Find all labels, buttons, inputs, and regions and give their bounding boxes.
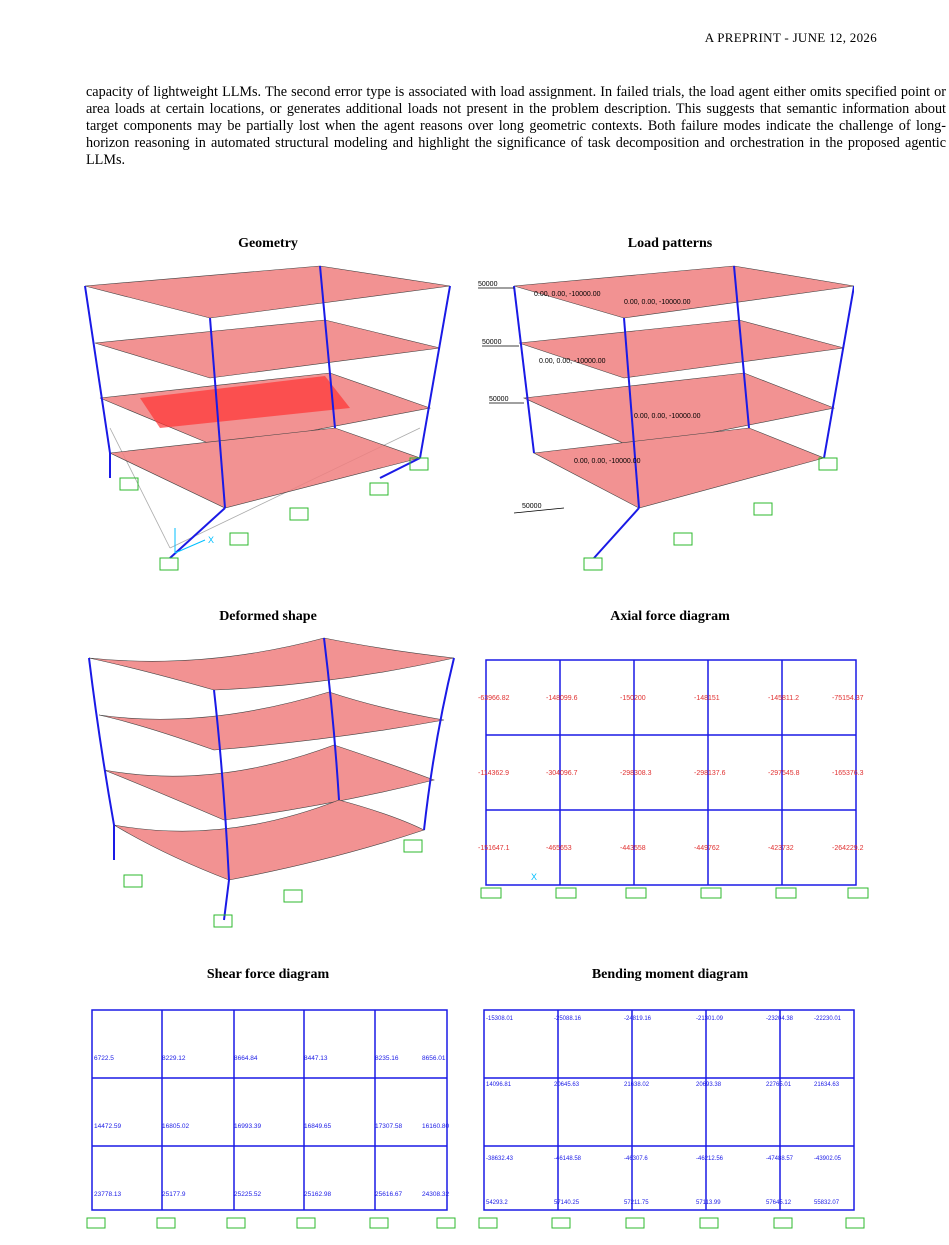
- bending_values-label: 22765.01: [766, 1082, 792, 1088]
- body-paragraph: capacity of lightweight LLMs. The second…: [86, 84, 946, 168]
- axial_values-label: -304096.7: [546, 770, 578, 777]
- axial_values-label: -297545.8: [768, 770, 800, 777]
- shear_values-label: 6722.5: [94, 1055, 114, 1062]
- bending_values-label: 57140.25: [554, 1200, 580, 1206]
- axial_values-label: -148099.6: [546, 695, 578, 702]
- svg-text:50000: 50000: [522, 503, 542, 510]
- svg-text:50000: 50000: [482, 339, 502, 346]
- bending_values-label: -25088.16: [554, 1016, 582, 1022]
- bending_values-label: -24819.16: [624, 1016, 652, 1022]
- svg-text:0.00, 0.00, -10000.00: 0.00, 0.00, -10000.00: [574, 458, 641, 465]
- shear_values-label: 17307.58: [375, 1123, 402, 1130]
- bending_values-label: -46148.58: [554, 1156, 582, 1162]
- shear_values-label: 8229.12: [162, 1055, 186, 1062]
- bending_values-label: -21301.09: [696, 1016, 724, 1022]
- axial_values-label: -63966.82: [478, 695, 510, 702]
- bending_values-label: -47488.57: [766, 1156, 794, 1162]
- bending_values-label: 20693.38: [696, 1082, 722, 1088]
- shear_values-label: 16160.80: [422, 1123, 449, 1130]
- load-patterns-figure: 50000 50000 50000 50000 0.00, 0.00, -10000…: [478, 265, 854, 571]
- svg-text:X: X: [531, 872, 537, 882]
- shear_values-label: 8656.01: [422, 1055, 446, 1062]
- axial_values-label: -449762: [694, 845, 720, 852]
- axial_values-label: -148151: [694, 695, 720, 702]
- bending_values-label: -22230.01: [814, 1016, 842, 1022]
- title-geometry: Geometry: [238, 236, 298, 251]
- axial_values-label: -298137.6: [694, 770, 726, 777]
- shear_values-label: 25225.52: [234, 1191, 261, 1198]
- title-shear: Shear force diagram: [206, 967, 330, 982]
- bending_values-label: 14096.81: [486, 1082, 512, 1088]
- running-header: A PREPRINT - JUNE 12, 2026: [704, 30, 877, 45]
- shear_values-label: 16849.65: [304, 1123, 331, 1130]
- bending_values-label: 54293.2: [486, 1200, 508, 1206]
- axial_values-label: -114362.9: [478, 770, 509, 777]
- svg-text:0.00, 0.00, -10000.00: 0.00, 0.00, -10000.00: [539, 358, 606, 365]
- bending_values-label: 57645.12: [766, 1200, 792, 1206]
- svg-text:50000: 50000: [489, 396, 509, 403]
- svg-text:0.00, 0.00, -10000.00: 0.00, 0.00, -10000.00: [624, 299, 691, 306]
- bending_values-label: -38632.43: [486, 1156, 514, 1162]
- bending_values-label: -46212.56: [696, 1156, 724, 1162]
- axial_values-label: -423732: [768, 845, 794, 852]
- shear_values-label: 8235.16: [375, 1055, 399, 1062]
- axial_values-label: -165376.3: [832, 770, 864, 777]
- axial_values-label: -150200: [620, 695, 646, 702]
- axial_values-label: -151647.1: [478, 845, 510, 852]
- axial_values-label: -298308.3: [620, 770, 652, 777]
- title-axial: Axial force diagram: [610, 609, 730, 624]
- bending_values-label: 20645.63: [554, 1082, 580, 1088]
- bending_values-label: -46307.6: [624, 1156, 648, 1162]
- shear_values-label: 16805.02: [162, 1123, 189, 1130]
- axial_values-label: -465653: [546, 845, 572, 852]
- bending_values-label: 21638.02: [624, 1082, 650, 1088]
- shear_values-label: 8664.84: [234, 1055, 258, 1062]
- shear_values-label: 16993.39: [234, 1123, 261, 1130]
- axial_values-label: -443558: [620, 845, 646, 852]
- bending_values-label: 21634.63: [814, 1082, 840, 1088]
- point-load-label: 50000: [478, 281, 498, 288]
- shear-figure: 6722.5 8229.12 8664.84 8447.13 8235.16 8656.0…: [86, 1009, 456, 1229]
- svg-text:0.00, 0.00, -10000.00: 0.00, 0.00, -10000.00: [634, 413, 701, 420]
- shear_values-label: 8447.13: [304, 1055, 328, 1062]
- axial_values-label: -75154.37: [832, 695, 864, 702]
- area-load-label: 0.00, 0.00, -10000.00: [534, 291, 601, 298]
- shear_values-label: 14472.59: [94, 1123, 121, 1130]
- axial_values-label: -264229.2: [832, 845, 864, 852]
- shear_values-label: 25177.9: [162, 1191, 186, 1198]
- bending_values-label: -15308.01: [486, 1016, 514, 1022]
- bending_values-label: 55832.07: [814, 1200, 840, 1206]
- axial_values-label: -145811.2: [768, 695, 799, 702]
- bending_values-label: -23204.38: [766, 1016, 794, 1022]
- deformed-figure: [88, 637, 455, 928]
- shear_values-label: 23778.13: [94, 1191, 121, 1198]
- shear_values-label: 25616.67: [375, 1191, 402, 1198]
- geometry-axis-x: X: [208, 535, 214, 545]
- title-load-patterns: Load patterns: [627, 236, 713, 251]
- bending_values-label: -43902.05: [814, 1156, 842, 1162]
- shear_values-label: 24308.32: [422, 1191, 449, 1198]
- geometry-figure: X: [84, 265, 451, 571]
- bending_values-label: 57113.99: [696, 1200, 721, 1206]
- title-deformed: Deformed shape: [219, 609, 317, 624]
- shear_values-label: 25162.98: [304, 1191, 331, 1198]
- bending_values-label: 57211.75: [624, 1200, 649, 1206]
- bending-figure: -15308.01 -25088.16 -24819.16 -21301.09 -232…: [478, 1009, 865, 1229]
- title-bending: Bending moment diagram: [591, 967, 749, 982]
- axial-figure: -63966.82 -148099.6 -150200 -148151 -145811.…: [478, 659, 869, 899]
